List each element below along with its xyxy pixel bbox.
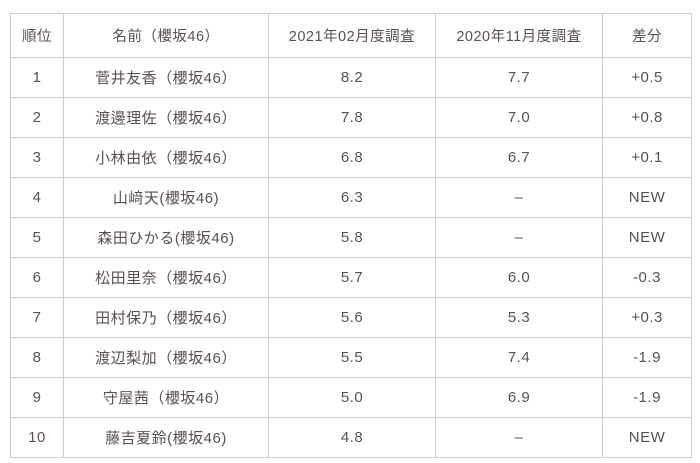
table-row: 4 山﨑天(櫻坂46) 6.3– NEW	[10, 177, 692, 218]
cell-rank: 2	[10, 97, 64, 138]
table-row: 1 菅井友香（櫻坂46） 8.2 7.7 +0.5	[10, 57, 692, 98]
table-row: 6 松田里奈（櫻坂46） 5.7 6.0 -0.3	[10, 257, 692, 298]
cell-survey-2021-02: 5.8	[268, 217, 436, 258]
cell-survey-2020-11: 6.0	[435, 257, 603, 298]
cell-rank: 4	[10, 177, 64, 218]
cell-rank: 6	[10, 257, 64, 298]
cell-diff: +0.8	[602, 97, 692, 138]
table-row: 2 渡邊理佐（櫻坂46） 7.8 7.0 +0.8	[10, 97, 692, 138]
cell-name: 菅井友香（櫻坂46）	[63, 57, 269, 98]
cell-survey-2021-02: 5.5	[268, 337, 436, 378]
cell-survey-2021-02: 8.2	[268, 57, 436, 98]
cell-diff: -1.9	[602, 377, 692, 418]
cell-rank: 10	[10, 417, 64, 458]
cell-diff: -1.9	[602, 337, 692, 378]
cell-survey-2020-11: 7.4	[435, 337, 603, 378]
cell-name: 渡辺梨加（櫻坂46）	[63, 337, 269, 378]
cell-survey-2021-02: 6.8	[268, 137, 436, 178]
cell-name: 山﨑天(櫻坂46)	[63, 177, 269, 218]
table-row: 7 田村保乃（櫻坂46） 5.6 5.3 +0.3	[10, 297, 692, 338]
cell-survey-2020-11: 6.9	[435, 377, 603, 418]
cell-diff: NEW	[602, 417, 692, 458]
cell-survey-2021-02: 4.8	[268, 417, 436, 458]
table-row: 8 渡辺梨加（櫻坂46） 5.5 7.4 -1.9	[10, 337, 692, 378]
cell-name: 松田里奈（櫻坂46）	[63, 257, 269, 298]
cell-survey-2020-11: 6.7	[435, 137, 603, 178]
cell-survey-2021-02: 5.6	[268, 297, 436, 338]
cell-name: 森田ひかる(櫻坂46)	[63, 217, 269, 258]
cell-survey-2021-02: 5.0	[268, 377, 436, 418]
header-cell-name: 名前（櫻坂46）	[63, 13, 269, 58]
cell-rank: 3	[10, 137, 64, 178]
cell-diff: +0.3	[602, 297, 692, 338]
cell-survey-2020-11: 7.7	[435, 57, 603, 98]
cell-survey-2020-11: 5.3	[435, 297, 603, 338]
cell-survey-2021-02: 6.3	[268, 177, 436, 218]
cell-survey-2020-11: 7.0	[435, 97, 603, 138]
cell-name: 守屋茜（櫻坂46）	[63, 377, 269, 418]
cell-name: 渡邊理佐（櫻坂46）	[63, 97, 269, 138]
cell-survey-2020-11: –	[435, 217, 603, 258]
header-cell-diff: 差分	[602, 13, 692, 58]
table-row: 5 森田ひかる(櫻坂46) 5.8– NEW	[10, 217, 692, 258]
cell-diff: -0.3	[602, 257, 692, 298]
cell-survey-2021-02: 7.8	[268, 97, 436, 138]
table-body: 1 菅井友香（櫻坂46） 8.2 7.7 +0.5 2 渡邊理佐（櫻坂46） 7.8 7.0 +0…	[10, 57, 692, 458]
cell-diff: +0.1	[602, 137, 692, 178]
survey-ranking-table: 順位 名前（櫻坂46） 2021年02月度調査 2020年11月度調査 差分 1 菅井友香…	[10, 13, 692, 458]
header-cell-rank: 順位	[10, 13, 64, 58]
cell-rank: 8	[10, 337, 64, 378]
cell-diff: NEW	[602, 217, 692, 258]
header-cell-survey-2020-11: 2020年11月度調査	[435, 13, 603, 58]
cell-name: 田村保乃（櫻坂46）	[63, 297, 269, 338]
cell-rank: 1	[10, 57, 64, 98]
table-row: 9 守屋茜（櫻坂46） 5.0 6.9 -1.9	[10, 377, 692, 418]
cell-survey-2020-11: –	[435, 417, 603, 458]
cell-survey-2020-11: –	[435, 177, 603, 218]
cell-survey-2021-02: 5.7	[268, 257, 436, 298]
cell-diff: +0.5	[602, 57, 692, 98]
cell-diff: NEW	[602, 177, 692, 218]
table-row: 10 藤吉夏鈴(櫻坂46) 4.8– NEW	[10, 417, 692, 458]
cell-rank: 9	[10, 377, 64, 418]
cell-name: 小林由依（櫻坂46）	[63, 137, 269, 178]
cell-rank: 7	[10, 297, 64, 338]
table-header: 順位 名前（櫻坂46） 2021年02月度調査 2020年11月度調査 差分	[10, 13, 692, 58]
table-row: 3 小林由依（櫻坂46） 6.8 6.7 +0.1	[10, 137, 692, 178]
header-cell-survey-2021-02: 2021年02月度調査	[268, 13, 436, 58]
header-row: 順位 名前（櫻坂46） 2021年02月度調査 2020年11月度調査 差分	[10, 13, 692, 58]
cell-rank: 5	[10, 217, 64, 258]
cell-name: 藤吉夏鈴(櫻坂46)	[63, 417, 269, 458]
